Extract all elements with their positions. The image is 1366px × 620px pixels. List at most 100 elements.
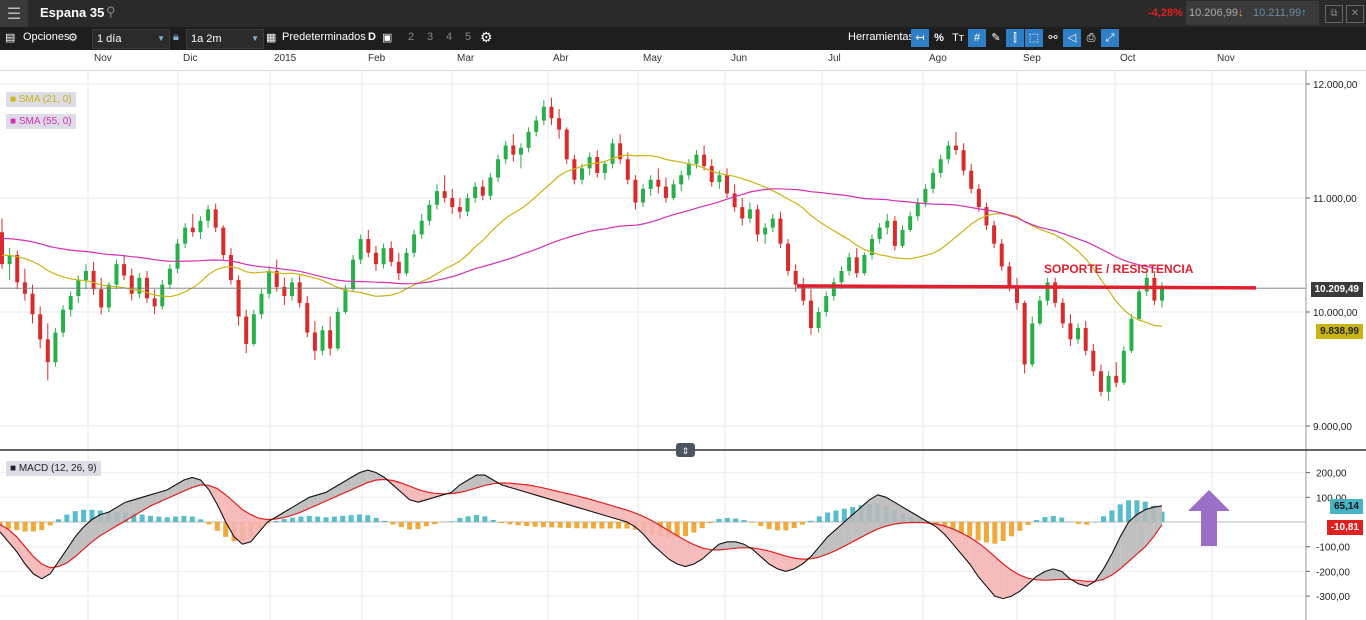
macd-signal-fill bbox=[334, 482, 343, 498]
macd-signal-fill bbox=[576, 495, 586, 510]
macd-histogram-bar bbox=[139, 514, 145, 522]
macd-histogram-bar bbox=[791, 522, 797, 528]
options-button[interactable]: Opciones bbox=[23, 31, 70, 43]
tag-icon[interactable]: ◁ bbox=[1063, 29, 1081, 47]
macd-signal-fill bbox=[785, 556, 795, 572]
sell-price-button[interactable]: 10.206,99↓ bbox=[1186, 1, 1251, 25]
sma55-legend[interactable]: ■ SMA (55, 0) bbox=[6, 114, 76, 129]
candle-body bbox=[267, 270, 272, 294]
layout-gear-icon[interactable]: ⚙ bbox=[480, 29, 493, 45]
layout-2-button[interactable]: 2 bbox=[408, 31, 415, 43]
layout-3-button[interactable]: 3 bbox=[427, 31, 434, 43]
cursor-tool-icon[interactable]: ↤ bbox=[911, 29, 929, 47]
candle-body bbox=[694, 154, 699, 164]
candle-body bbox=[1037, 300, 1042, 324]
macd-histogram-bar bbox=[340, 515, 346, 522]
percent-button[interactable]: % bbox=[934, 32, 944, 44]
macd-histogram-bar bbox=[1067, 521, 1073, 523]
candle-body bbox=[366, 239, 371, 253]
candle-body bbox=[686, 163, 691, 176]
layout-single-icon[interactable]: ▣ bbox=[382, 32, 393, 44]
settings-gear-icon[interactable]: ⚙ bbox=[68, 32, 78, 44]
macd-signal-fill bbox=[25, 546, 34, 574]
draw-pen-icon[interactable]: ✎ bbox=[991, 32, 1001, 44]
pane-resize-handle[interactable] bbox=[676, 443, 695, 457]
macd-histogram-bar bbox=[565, 522, 571, 528]
layout-4-button[interactable]: 4 bbox=[446, 31, 453, 43]
candle-body bbox=[473, 186, 478, 198]
candle-body bbox=[808, 300, 813, 328]
candle-body bbox=[511, 145, 516, 155]
candle-body bbox=[1144, 277, 1149, 292]
chart-toolbar: ▤ Opciones ⚙ 1 día ▼ 🔒︎ 1a 2m ▼ ▦ Predeter… bbox=[0, 27, 1366, 50]
candle-body bbox=[824, 296, 829, 312]
grid-icon[interactable]: # bbox=[968, 29, 986, 47]
change-percent: -4,28% bbox=[1148, 7, 1183, 19]
candle-body bbox=[30, 293, 35, 315]
layout-d-button[interactable]: D bbox=[368, 31, 376, 43]
close-window-icon[interactable]: ✕ bbox=[1346, 5, 1364, 23]
macd-tick-label: -300,00 bbox=[1316, 592, 1350, 603]
candle-body bbox=[312, 332, 317, 351]
indicators-icon[interactable]: ⚯ bbox=[1048, 32, 1058, 44]
macd-signal-fill bbox=[618, 507, 627, 522]
candle-body bbox=[68, 296, 73, 310]
candle-body bbox=[900, 229, 905, 246]
layout-5-button[interactable]: 5 bbox=[465, 31, 472, 43]
candle-body bbox=[53, 332, 58, 363]
candle-body bbox=[679, 175, 684, 185]
macd-histogram-bar bbox=[1084, 522, 1090, 525]
buy-price-button[interactable]: 10.211,99↑ bbox=[1250, 1, 1319, 25]
hamburger-menu-icon[interactable]: ☰ bbox=[0, 0, 28, 27]
presets-button[interactable]: Predeterminados bbox=[282, 31, 366, 43]
candle-body bbox=[717, 175, 722, 183]
candle-body bbox=[663, 186, 668, 198]
price-chart[interactable]: SOPORTE / RESISTENCIA 12.000,00 11.000,00… bbox=[0, 70, 1366, 620]
candle-body bbox=[381, 248, 386, 265]
bid-value: 10.206,99 bbox=[1189, 7, 1238, 19]
macd-histogram-bar bbox=[181, 515, 187, 522]
macd-signal-fill bbox=[560, 491, 569, 505]
candlestick-icon[interactable]: ⫿ bbox=[1006, 29, 1024, 47]
macd-histogram-bar bbox=[131, 513, 137, 522]
text-tool-button[interactable]: Tт bbox=[952, 32, 964, 44]
calendar-icon[interactable]: ▦ bbox=[266, 32, 277, 44]
macd-histogram-bar bbox=[599, 522, 605, 529]
options-list-icon[interactable]: ▤ bbox=[5, 32, 16, 44]
macd-histogram-bar bbox=[198, 519, 204, 522]
sma21-legend[interactable]: ■ SMA (21, 0) bbox=[6, 92, 76, 107]
macd-histogram-bar bbox=[223, 522, 229, 537]
tools-label: Herramientas bbox=[848, 31, 915, 43]
range-select[interactable]: 1a 2m ▼ bbox=[186, 29, 264, 49]
macd-histogram-bar bbox=[432, 522, 438, 525]
macd-signal-fill bbox=[861, 499, 870, 538]
print-icon[interactable]: ⎙ bbox=[1086, 32, 1096, 44]
macd-histogram-bar bbox=[557, 522, 563, 528]
price-tick-label: 12.000,00 bbox=[1313, 80, 1358, 91]
macd-histogram-bar bbox=[298, 516, 304, 522]
macd-histogram-bar bbox=[724, 517, 730, 522]
macd-histogram-bar bbox=[666, 522, 672, 538]
sma21-legend-label: SMA (21, 0) bbox=[18, 94, 72, 105]
interval-select[interactable]: 1 día ▼ bbox=[92, 29, 170, 49]
macd-legend[interactable]: ■ MACD (12, 26, 9) bbox=[6, 461, 101, 476]
candle-body bbox=[297, 282, 302, 303]
candle-body bbox=[396, 261, 401, 274]
macd-signal-fill bbox=[877, 494, 887, 529]
macd-histogram-bar bbox=[582, 522, 588, 529]
macd-signal-fill bbox=[986, 549, 995, 597]
macd-signal-fill bbox=[75, 526, 84, 557]
interval-value: 1 día bbox=[97, 33, 122, 45]
detach-window-icon[interactable]: ⧉ bbox=[1325, 5, 1343, 23]
macd-signal-fill bbox=[1036, 571, 1045, 581]
candle-body bbox=[114, 264, 119, 285]
macd-histogram-bar bbox=[591, 522, 597, 529]
lock-icon[interactable]: 🔒︎ bbox=[173, 31, 179, 43]
search-icon[interactable]: ⚲ bbox=[106, 4, 116, 19]
fullscreen-icon[interactable]: ⤢ bbox=[1101, 29, 1119, 47]
macd-histogram-bar bbox=[331, 516, 337, 522]
compare-icon[interactable]: ⬚ bbox=[1025, 29, 1043, 47]
time-axis: Nov Dic 2015 Feb Mar Abr May Jun Jul Ago… bbox=[0, 50, 1366, 71]
macd-histogram-bar bbox=[808, 520, 814, 522]
macd-signal-fill bbox=[668, 530, 678, 564]
